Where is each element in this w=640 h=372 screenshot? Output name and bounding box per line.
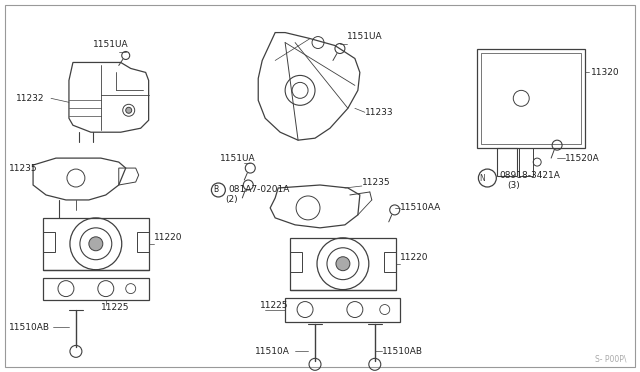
Bar (43, 232, 55, 252)
Text: 11320: 11320 (591, 68, 620, 77)
Bar (290, 252, 302, 272)
Text: 11510A: 11510A (255, 347, 290, 356)
Text: 11235: 11235 (9, 164, 38, 173)
Bar (519, 148, 533, 176)
Text: 1151UA: 1151UA (93, 40, 129, 49)
Bar (477, 48, 585, 148)
Text: 1151UA: 1151UA (220, 154, 256, 163)
Circle shape (336, 257, 350, 271)
Text: 11220: 11220 (154, 233, 182, 242)
Text: 11510AB: 11510AB (382, 347, 423, 356)
Text: 081A7-0201A: 081A7-0201A (228, 186, 290, 195)
Bar (137, 232, 148, 252)
Text: N: N (479, 173, 485, 183)
Bar (384, 252, 396, 272)
Bar (285, 298, 400, 323)
Text: 11520A: 11520A (565, 154, 600, 163)
Bar (43, 218, 148, 270)
Bar (481, 52, 581, 144)
Text: (2): (2) (225, 195, 238, 205)
Circle shape (89, 237, 103, 251)
Text: 11510AB: 11510AB (9, 323, 50, 332)
Text: 11232: 11232 (16, 94, 45, 103)
Text: 11225: 11225 (260, 301, 289, 310)
Bar (290, 238, 396, 290)
Text: (3): (3) (508, 180, 520, 189)
Text: S- P00P\: S- P00P\ (595, 355, 627, 364)
Circle shape (125, 107, 132, 113)
Text: 1151UA: 1151UA (347, 32, 383, 41)
Text: 11225: 11225 (101, 303, 129, 312)
Text: 08918-3421A: 08918-3421A (499, 170, 560, 180)
Text: 11235: 11235 (362, 177, 390, 186)
Text: 11220: 11220 (400, 253, 428, 262)
Text: 11510AA: 11510AA (400, 203, 441, 212)
Text: B: B (213, 186, 218, 195)
Text: 11233: 11233 (365, 108, 394, 117)
Bar (497, 148, 517, 176)
